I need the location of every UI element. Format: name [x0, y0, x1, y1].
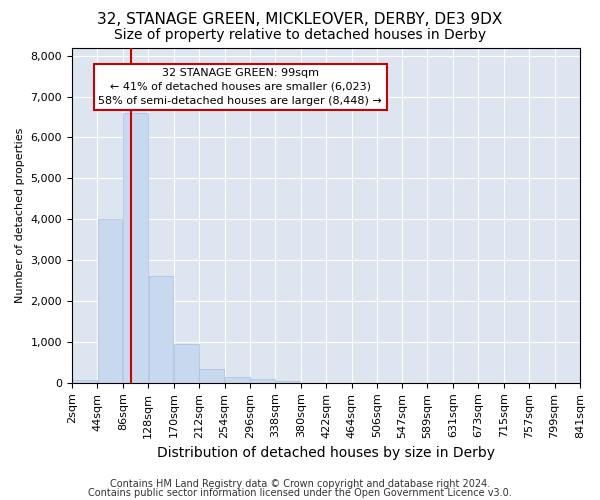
Text: Contains public sector information licensed under the Open Government Licence v3: Contains public sector information licen… [88, 488, 512, 498]
Bar [149, 276, 173, 383]
Bar [250, 378, 275, 383]
Text: Size of property relative to detached houses in Derby: Size of property relative to detached ho… [114, 28, 486, 42]
Bar [199, 370, 224, 383]
Bar [98, 219, 122, 383]
Y-axis label: Number of detached properties: Number of detached properties [15, 128, 25, 303]
Bar [174, 344, 199, 383]
Bar [276, 381, 301, 383]
X-axis label: Distribution of detached houses by size in Derby: Distribution of detached houses by size … [157, 446, 495, 460]
Text: 32 STANAGE GREEN: 99sqm  
← 41% of detached houses are smaller (6,023)
58% of se: 32 STANAGE GREEN: 99sqm ← 41% of detache… [98, 68, 382, 106]
Bar [72, 380, 97, 383]
Text: Contains HM Land Registry data © Crown copyright and database right 2024.: Contains HM Land Registry data © Crown c… [110, 479, 490, 489]
Bar [123, 113, 148, 383]
Text: 32, STANAGE GREEN, MICKLEOVER, DERBY, DE3 9DX: 32, STANAGE GREEN, MICKLEOVER, DERBY, DE… [97, 12, 503, 28]
Bar [225, 376, 250, 383]
